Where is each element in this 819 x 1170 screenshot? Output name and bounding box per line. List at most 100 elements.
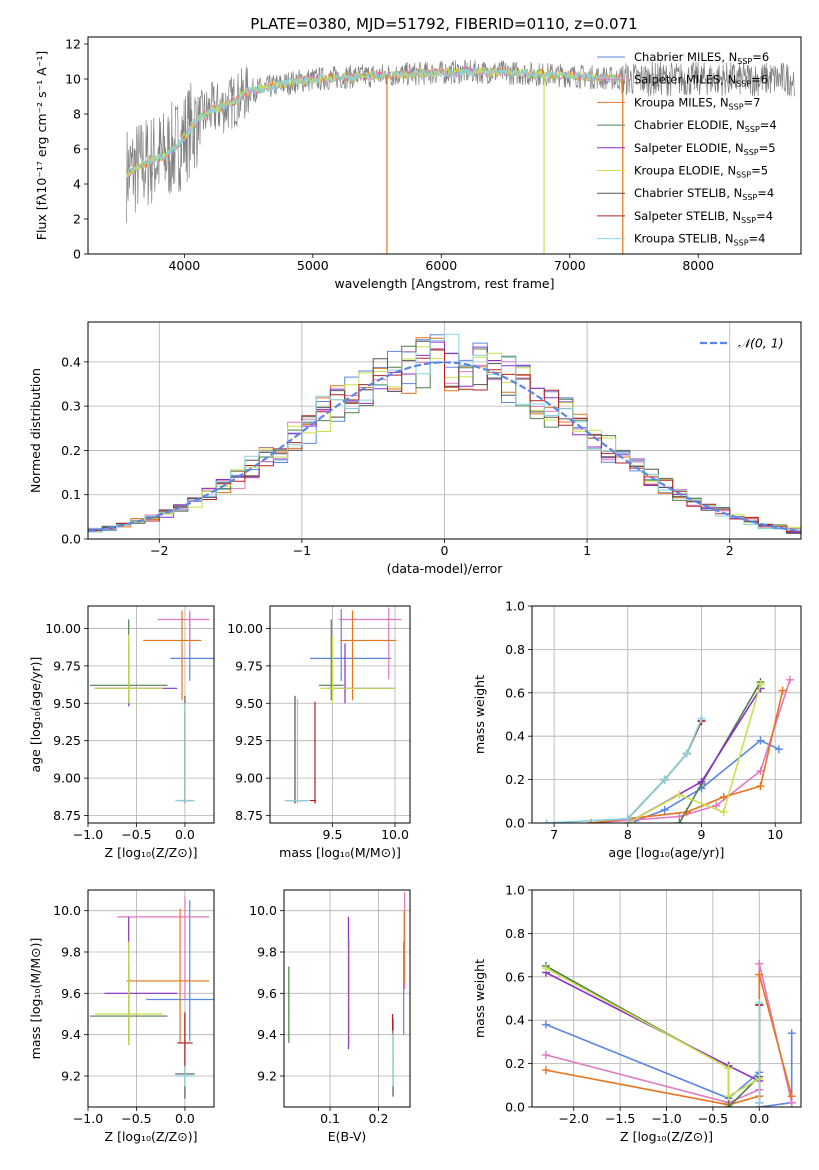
- x-tick-label: 7: [550, 827, 558, 842]
- gaussian-curve: [88, 361, 801, 533]
- x-tick-label: −1.5: [605, 1111, 635, 1126]
- x-tick-label: 8000: [682, 258, 714, 273]
- x-axis-label: E(B-V): [328, 1129, 367, 1144]
- plot-area: [541, 959, 796, 1107]
- axes-frame: [283, 889, 411, 1108]
- mass-weight-point: [724, 1103, 733, 1107]
- x-tick-label: 5000: [297, 258, 329, 273]
- x-tick-label: −2.0: [559, 1111, 589, 1126]
- mass-weight-line: [546, 718, 703, 823]
- x-tick-label: 9: [698, 827, 706, 842]
- mass-weight-point: [541, 1066, 550, 1075]
- y-tick-label: 10.00: [45, 621, 81, 636]
- y-axis-label: mass [log₁₀(M/M⊙)]: [28, 938, 43, 1060]
- axes-frame: [87, 605, 215, 824]
- y-tick-label: 1.0: [505, 883, 525, 898]
- x-tick-label: 10: [767, 827, 783, 842]
- x-tick-label: 0: [441, 543, 449, 558]
- y-tick-label: 8.75: [235, 808, 263, 823]
- y-tick-label: 0.6: [505, 969, 525, 984]
- plot-area: [89, 610, 214, 804]
- mass-weight-point: [660, 775, 669, 784]
- y-tick-label: 6: [73, 142, 81, 157]
- model-line: [126, 65, 622, 176]
- y-tick-label: 9.25: [235, 733, 263, 748]
- x-tick-label: 9.5: [323, 827, 343, 842]
- panel-mass_vs_Z: −1.0 −0.5 0.0 9.2 9.4 9.6 9.8 10.0 Z [log₁₀(Z/Z⊙…: [28, 889, 215, 1144]
- axes-frame: [87, 889, 215, 1108]
- x-axis-label: wavelength [Angstrom, rest frame]: [334, 276, 554, 291]
- y-tick-label: 0.6: [505, 685, 525, 700]
- mass-weight-line: [590, 679, 791, 823]
- y-tick-label: 0.2: [505, 1056, 525, 1071]
- x-axis-label: mass [log₁₀(M/M⊙)]: [279, 845, 401, 860]
- plot-area: [542, 675, 794, 823]
- x-axis-label: Z [log₁₀(Z/Z⊙)]: [105, 845, 198, 860]
- y-tick-label: 9.50: [53, 696, 81, 711]
- y-tick-label: 0.4: [505, 729, 525, 744]
- y-tick-label: 4: [73, 177, 81, 192]
- mass-weight-line: [545, 967, 760, 1098]
- panel-mass_vs_ebv: 0.1 0.2 9.2 9.4 9.6 9.8 10.0 E(B-V): [249, 889, 411, 1144]
- mass-weight-point: [623, 814, 632, 823]
- y-tick-label: 9.4: [257, 1027, 277, 1042]
- y-tick-label: 9.00: [235, 771, 263, 786]
- y-tick-label: 2: [73, 212, 81, 227]
- x-tick-label: −1.0: [73, 1111, 103, 1126]
- mass-weight-line: [627, 683, 762, 823]
- panel-spectrum: 4000 5000 6000 7000 8000 0 2 4 6 8 10 12 wavelength …: [34, 36, 802, 291]
- y-axis-label: mass weight: [472, 959, 487, 1038]
- legend-label: Kroupa STELIB, NSSP=4: [634, 232, 765, 248]
- y-axis-label: Normed distribution: [28, 368, 43, 493]
- figure-title: PLATE=0380, MJD=51792, FIBERID=0110, z=0…: [250, 15, 637, 33]
- mass-weight-point: [778, 686, 787, 695]
- mass-weight-point: [541, 1020, 550, 1029]
- plot-area: [89, 896, 214, 1099]
- y-tick-label: 8: [73, 107, 81, 122]
- panel-mass_weight_vs_age: 7 8 9 10 0.0 0.2 0.4 0.6 0.8 1.0 age [log₁₀(age/yr…: [472, 599, 802, 860]
- y-axis-label: age [log₁₀(age/yr)]: [28, 657, 43, 773]
- mass-weight-point: [755, 970, 764, 979]
- y-tick-label: 10.0: [249, 903, 277, 918]
- x-tick-label: −0.5: [698, 1111, 728, 1126]
- mass-weight-point: [719, 792, 728, 801]
- panel-age_vs_Z: −1.0 −0.5 0.0 8.75 9.00 9.25 9.50 9.75 10.00 Z [l…: [28, 605, 215, 860]
- x-tick-label: −0.5: [121, 1111, 151, 1126]
- mass-weight-point: [755, 1098, 764, 1107]
- legend-label: Chabrier ELODIE, NSSP=4: [634, 118, 777, 134]
- plot-area: [88, 333, 801, 534]
- y-axis-label: mass weight: [472, 675, 487, 754]
- y-tick-label: 0.8: [505, 926, 525, 941]
- y-tick-label: 9.25: [53, 733, 81, 748]
- spectrum-data-line: [126, 59, 795, 223]
- x-tick-label: 0.0: [749, 1111, 769, 1126]
- x-tick-label: 1: [583, 543, 591, 558]
- x-tick-label: 0.0: [175, 827, 195, 842]
- x-tick-label: 8: [624, 827, 632, 842]
- y-tick-label: 0.1: [61, 487, 81, 502]
- mass-weight-line: [545, 965, 760, 1107]
- x-axis-label: (data-model)/error: [387, 561, 504, 576]
- axes-frame: [87, 321, 802, 540]
- x-tick-label: −0.5: [121, 827, 151, 842]
- panel-residuals: −2 −1 0 1 2 0.0 0.1 0.2 0.3 0.4 (data-model)/error…: [28, 321, 802, 576]
- x-tick-label: 2: [726, 543, 734, 558]
- mass-weight-point: [756, 680, 765, 689]
- y-tick-label: 0.0: [61, 532, 81, 547]
- mass-weight-point: [675, 819, 684, 823]
- mass-weight-point: [697, 714, 706, 723]
- x-tick-label: −1.0: [73, 827, 103, 842]
- legend-label: Kroupa ELODIE, NSSP=5: [634, 164, 768, 180]
- panel-age_vs_mass: 9.5 10.0 8.75 9.00 9.25 9.50 9.75 10.00 mass [lo…: [227, 605, 411, 860]
- y-tick-label: 9.00: [53, 771, 81, 786]
- x-tick-label: −2: [150, 543, 168, 558]
- y-tick-label: 9.6: [257, 986, 277, 1001]
- mass-weight-point: [660, 805, 669, 814]
- y-tick-label: 9.4: [61, 1027, 81, 1042]
- y-tick-label: 0.2: [505, 772, 525, 787]
- y-tick-label: 1.0: [505, 599, 525, 614]
- legend-label: Chabrier STELIB, NSSP=4: [634, 186, 774, 202]
- legend-label: Salpeter STELIB, NSSP=4: [634, 209, 773, 225]
- x-tick-label: −1.0: [651, 1111, 681, 1126]
- x-tick-label: 0.0: [175, 1111, 195, 1126]
